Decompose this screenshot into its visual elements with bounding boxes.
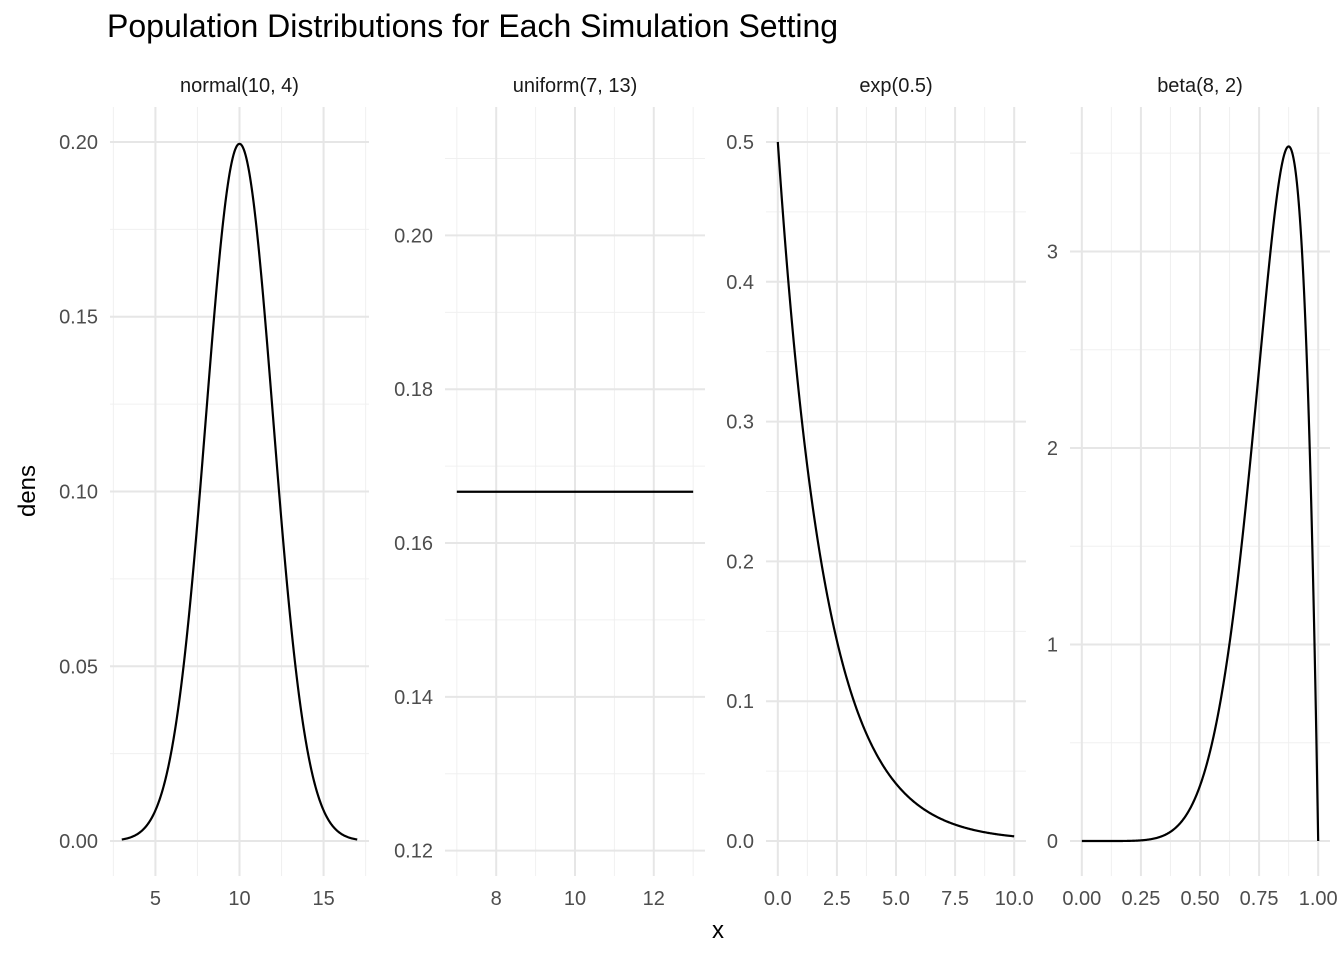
- panel-3: exp(0.5) 0.0 2.5 5.0 7.5 10.0 0.0 0.1 0.2 0.3 0.4 0…: [726, 75, 1033, 910]
- y-tick-label: 0.14: [394, 687, 433, 709]
- facet-label: beta(8, 2): [1157, 75, 1243, 97]
- x-tick-label: 10: [564, 888, 586, 910]
- panel-4: beta(8, 2) 0.00 0.25 0.50 0.75 1.00 0 1 2 3: [1047, 75, 1338, 910]
- panel-2: uniform(7, 13) 8 10 12 0.12 0.14 0.16 0.18 0.20: [394, 75, 705, 910]
- y-tick-label: 0.10: [59, 482, 98, 504]
- y-tick-label: 0.4: [726, 272, 754, 294]
- y-tick-label: 1: [1047, 634, 1058, 656]
- y-tick-label: 0.20: [394, 225, 433, 247]
- y-tick-label: 0.2: [726, 551, 754, 573]
- y-tick-label: 0.1: [726, 691, 754, 713]
- density-line: [776, 141, 1015, 838]
- panel-1: normal(10, 4) 5 10 15 0.00 0.05 0.10 0.15 0.20: [59, 75, 369, 910]
- y-tick-label: 0.12: [394, 841, 433, 863]
- y-tick-label: 0: [1047, 831, 1058, 853]
- x-axis-label: x: [712, 917, 724, 944]
- x-tick-label: 5: [150, 888, 161, 910]
- chart-title: Population Distributions for Each Simula…: [107, 8, 839, 44]
- facet-label: uniform(7, 13): [513, 75, 638, 97]
- y-tick-label: 0.18: [394, 379, 433, 401]
- y-tick-label: 0.20: [59, 132, 98, 154]
- y-tick-label: 0.16: [394, 533, 433, 555]
- facet-label: normal(10, 4): [180, 75, 299, 97]
- density-line: [121, 142, 358, 841]
- y-tick-label: 0.3: [726, 412, 754, 434]
- x-tick-label: 8: [491, 888, 502, 910]
- density-line: [1081, 145, 1320, 843]
- y-tick-label: 3: [1047, 241, 1058, 263]
- x-tick-label: 15: [312, 888, 334, 910]
- x-tick-label: 0.0: [764, 888, 792, 910]
- y-tick-label: 0.05: [59, 656, 98, 678]
- y-tick-label: 0.15: [59, 307, 98, 329]
- y-tick-label: 2: [1047, 438, 1058, 460]
- y-tick-label: 0.5: [726, 132, 754, 154]
- x-tick-label: 10: [228, 888, 250, 910]
- x-tick-label: 0.00: [1062, 888, 1101, 910]
- x-tick-label: 12: [643, 888, 665, 910]
- x-tick-label: 1.00: [1299, 888, 1338, 910]
- x-tick-label: 0.75: [1240, 888, 1279, 910]
- y-tick-label: 0.0: [726, 831, 754, 853]
- x-tick-label: 0.50: [1181, 888, 1220, 910]
- x-tick-label: 5.0: [882, 888, 910, 910]
- x-tick-label: 0.25: [1121, 888, 1160, 910]
- facet-label: exp(0.5): [859, 75, 932, 97]
- x-tick-label: 7.5: [941, 888, 969, 910]
- x-tick-label: 10.0: [995, 888, 1034, 910]
- y-tick-label: 0.00: [59, 831, 98, 853]
- x-tick-label: 2.5: [823, 888, 851, 910]
